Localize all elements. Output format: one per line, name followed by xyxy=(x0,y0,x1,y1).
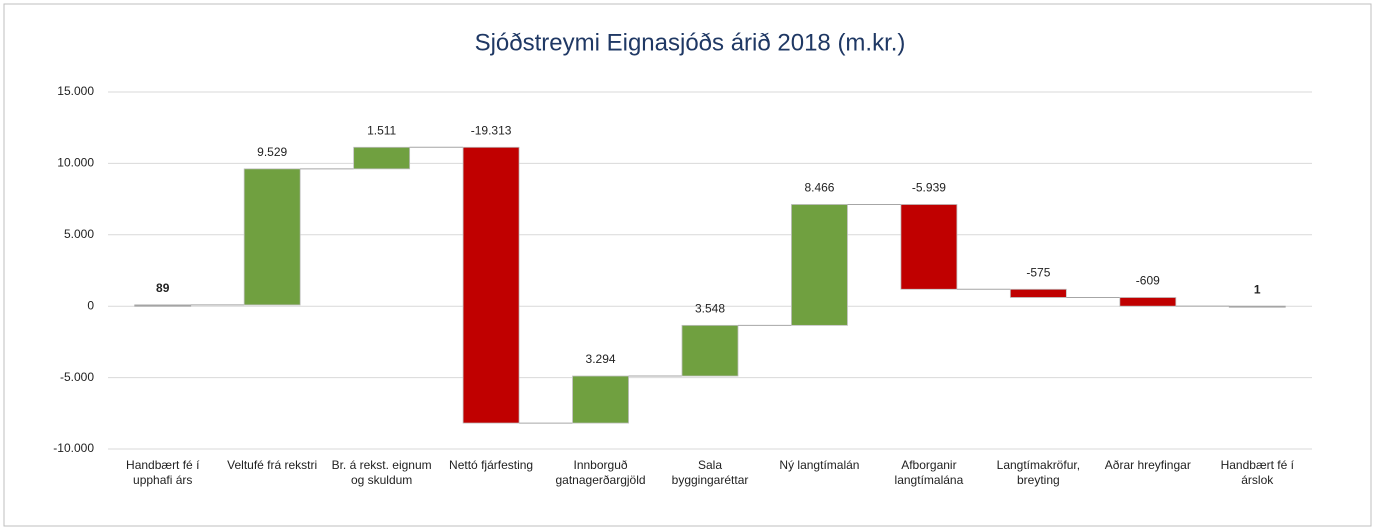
bar xyxy=(134,304,192,307)
x-tick-label: Ný langtímalán xyxy=(779,458,860,472)
bar xyxy=(243,168,301,306)
x-tick-label: Innborguð gatnagerðargjöld xyxy=(555,458,646,487)
data-label: 3.294 xyxy=(586,352,616,366)
y-tick-label: 0 xyxy=(87,298,94,312)
data-label: -609 xyxy=(1136,274,1160,288)
bar xyxy=(462,146,520,424)
bar xyxy=(791,204,848,326)
bar xyxy=(353,146,411,170)
bar xyxy=(1119,297,1177,307)
bar xyxy=(681,324,739,377)
chart-title: Sjóðstreymi Eignasjóðs árið 2018 (m.kr.) xyxy=(475,29,906,56)
data-label: 1 xyxy=(1254,282,1261,296)
x-tick-label: Handbært fé í upphafi árs xyxy=(126,458,200,487)
x-tick-label: Veltufé frá rekstri xyxy=(227,458,318,472)
x-tick-label: Aðrar hreyfingar xyxy=(1104,458,1191,472)
data-label: 9.529 xyxy=(257,145,287,159)
x-tick-label: Afborganir langtímalána xyxy=(894,458,964,487)
x-tick-label: Br. á rekst. eignum og skuldum xyxy=(331,458,432,487)
y-tick-label: 15.000 xyxy=(57,84,94,98)
data-label: 8.466 xyxy=(804,181,834,195)
data-label: 89 xyxy=(156,281,170,295)
bar xyxy=(572,375,629,424)
bar xyxy=(1009,288,1067,298)
y-tick-label: 10.000 xyxy=(57,156,94,170)
x-tick-label: Langtímakröfur, breyting xyxy=(996,458,1081,487)
data-label: 1.511 xyxy=(367,123,396,137)
data-label: -5.939 xyxy=(912,181,946,195)
x-tick-label: Sala byggingaréttar xyxy=(671,458,749,487)
x-tick-label: Handbært fé í árslok xyxy=(1220,458,1294,487)
bar xyxy=(900,204,958,290)
chart-border xyxy=(3,3,1372,527)
data-label: -19.313 xyxy=(471,123,512,137)
bar xyxy=(1228,305,1286,308)
y-tick-label: -10.000 xyxy=(53,441,94,455)
data-label: 3.548 xyxy=(695,302,725,316)
y-tick-label: -5.000 xyxy=(60,370,94,384)
data-label: -575 xyxy=(1026,265,1050,279)
x-tick-label: Nettó fjárfesting xyxy=(449,458,534,472)
y-tick-label: 5.000 xyxy=(64,227,94,241)
